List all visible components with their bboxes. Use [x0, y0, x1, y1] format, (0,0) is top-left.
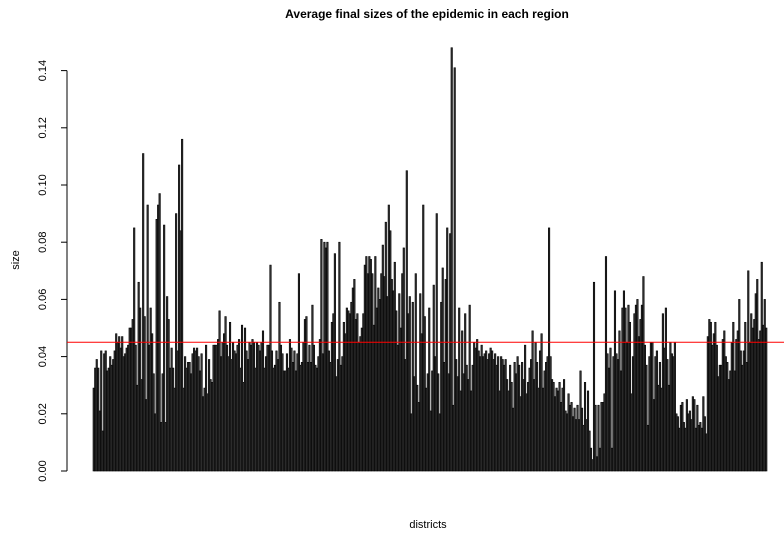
bar [338, 241, 341, 472]
bar [453, 67, 456, 472]
y-tick-label: 0.14 [37, 60, 49, 81]
bar [609, 347, 612, 472]
bar [765, 327, 768, 472]
bar [143, 316, 146, 472]
bar [414, 273, 417, 472]
bar [645, 364, 648, 472]
bar [408, 296, 411, 472]
bar [333, 253, 336, 472]
bar [446, 227, 449, 472]
y-tick-label: 0.02 [37, 403, 49, 424]
bar [597, 404, 600, 472]
y-tick-label: 0.08 [37, 231, 49, 252]
bar [146, 204, 149, 472]
y-tick-label: 0.10 [37, 174, 49, 195]
bar [163, 224, 166, 472]
y-axis-ticks: 0.00 0.02 0.04 0.06 0.08 0.10 0.12 0.14 [37, 60, 67, 482]
bar [142, 153, 145, 472]
y-tick-label: 0.12 [37, 117, 49, 138]
bar [181, 138, 184, 472]
y-tick-label: 0.04 [37, 346, 49, 367]
bar [548, 227, 551, 472]
bar [458, 307, 461, 472]
y-tick-label: 0.06 [37, 289, 49, 310]
bar [428, 307, 431, 472]
bars-group [92, 47, 768, 472]
y-tick-label: 0.00 [37, 460, 49, 481]
bar [450, 47, 453, 472]
x-axis-label: districts [409, 519, 447, 531]
bar [100, 350, 103, 472]
chart-title: Average final sizes of the epidemic in e… [285, 7, 569, 21]
y-axis-label: size [10, 250, 22, 270]
bar [468, 304, 471, 472]
bar [158, 193, 161, 472]
bar [594, 404, 597, 472]
bar [592, 281, 596, 472]
